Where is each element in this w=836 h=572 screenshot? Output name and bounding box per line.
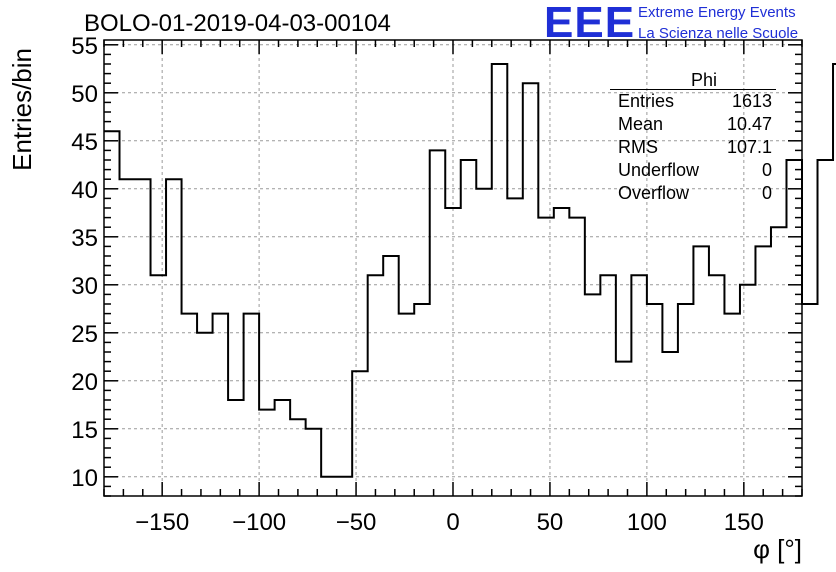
x-tick-label: 150	[724, 509, 764, 536]
stats-row-rms: RMS 107.1	[610, 136, 774, 159]
axis-ticks	[103, 40, 803, 497]
x-tick-label: 100	[627, 509, 667, 536]
stats-value: 0	[761, 183, 772, 203]
stats-row-overflow: Overflow 0	[610, 182, 774, 205]
stats-row-mean: Mean 10.47	[610, 113, 774, 136]
y-axis-label: Entries/bin	[7, 48, 37, 171]
x-tick-label: −150	[135, 509, 189, 536]
y-tick-label: 55	[71, 33, 98, 60]
x-tick-label: −100	[232, 509, 286, 536]
stats-row-entries: Entries 1613	[610, 90, 774, 113]
x-axis-label: φ [°]	[753, 534, 802, 564]
stats-box: Phi Entries 1613 Mean 10.47 RMS 107.1 Un…	[610, 70, 776, 205]
x-tick-label: 0	[446, 509, 459, 536]
chart-title: BOLO-01-2019-04-03-00104	[84, 10, 391, 37]
stats-histogram-name: Phi	[690, 70, 717, 90]
x-tick-label: −50	[336, 509, 377, 536]
y-tick-label: 30	[71, 273, 98, 300]
stats-value: 107.1	[726, 137, 772, 157]
y-tick-label: 25	[71, 321, 98, 348]
stats-row-underflow: Underflow 0	[610, 159, 774, 182]
stats-label: Overflow	[618, 183, 690, 203]
stats-value: 10.47	[726, 114, 772, 134]
logo-caption-line2: La Scienza nelle Scuole	[638, 25, 799, 42]
y-tick-label: 45	[71, 129, 98, 156]
y-tick-label: 35	[71, 225, 98, 252]
stats-divider	[610, 89, 776, 90]
stats-label: Mean	[618, 114, 664, 134]
eee-logo: EEE	[544, 0, 636, 47]
stats-label: RMS	[618, 137, 658, 157]
stats-value: 0	[761, 160, 772, 180]
stats-label: Underflow	[618, 160, 700, 180]
y-tick-label: 10	[71, 465, 98, 492]
y-tick-label: 40	[71, 177, 98, 204]
stats-label: Entries	[618, 91, 675, 111]
y-tick-label: 20	[71, 369, 98, 396]
y-tick-label: 15	[71, 417, 98, 444]
stats-value: 1613	[731, 91, 772, 111]
x-tick-label: 50	[537, 509, 564, 536]
y-tick-label: 50	[71, 81, 98, 108]
histogram-series-line	[104, 63, 836, 478]
logo-caption-line1: Extreme Energy Events	[638, 4, 796, 21]
tick-labels: −150 −100 −50 0 50 100 150 10 15 20 25 30 35 40 45 50 55	[71, 33, 764, 536]
